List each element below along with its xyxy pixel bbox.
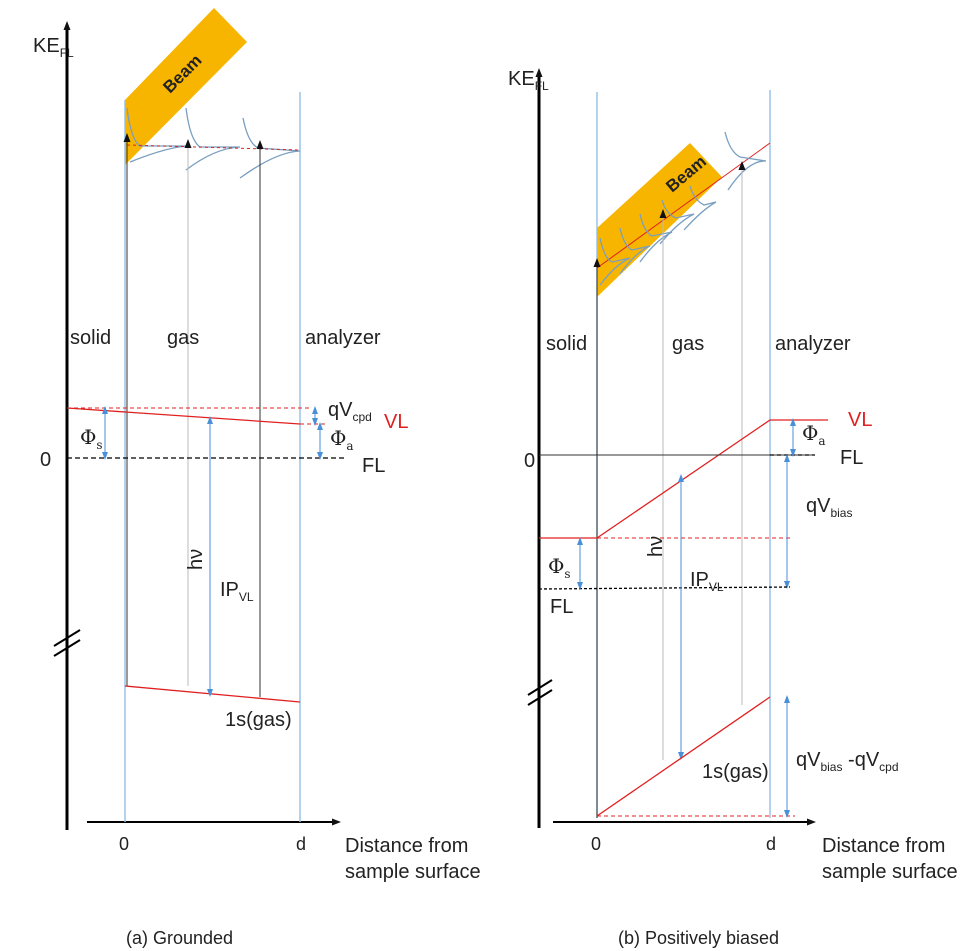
panel-a-gas-level-label: 1s(gas) xyxy=(225,709,292,731)
panel-b-qvdiff-label: qVbias -qVcpd xyxy=(796,749,899,774)
panel-b-gas-1s-level xyxy=(596,696,771,817)
panel-b-phi-s-label: Φs xyxy=(548,554,571,581)
panel-b-hv-label: hν xyxy=(645,536,667,557)
panel-b-region-analyzer: analyzer xyxy=(775,333,851,355)
panel-b-fl-label-right: FL xyxy=(840,447,863,469)
panel-b-x-tick-0: 0 xyxy=(591,834,601,854)
panel-b-sample-fermi-level xyxy=(538,586,791,590)
panel-b-phi-a-label: Φa xyxy=(802,421,826,448)
panel-a-y-axis-label: KEFL xyxy=(33,35,74,60)
panel-a-axis-break xyxy=(53,629,81,657)
panel-a-region-gas: gas xyxy=(167,327,199,349)
panel-a-x-tick-0: 0 xyxy=(119,834,129,854)
panel-b-x-tick-d: d xyxy=(766,834,776,854)
panel-b-positively-biased: KEFL 0 d Distance from sample surface Be… xyxy=(508,68,958,948)
panel-a-region-analyzer: analyzer xyxy=(305,327,381,349)
panel-a-phi-a-label: Φa xyxy=(330,426,354,453)
panel-b-region-solid: solid xyxy=(546,333,587,355)
panel-a-region-solid: solid xyxy=(70,327,111,349)
panel-a-x-axis-label-2: sample surface xyxy=(345,861,481,883)
panel-a-ip-label: IPVL xyxy=(220,579,254,604)
panel-b-gas-level-label: 1s(gas) xyxy=(702,761,769,783)
panel-a-gas-1s-level xyxy=(124,685,301,703)
panel-b-vl-label: VL xyxy=(848,409,872,431)
panel-b-vacuum-level xyxy=(539,419,828,539)
panel-a-caption: (a) Grounded xyxy=(126,928,233,948)
panel-a-fl-label: FL xyxy=(362,455,385,477)
panel-a-x-axis-label-1: Distance from xyxy=(345,835,468,857)
panel-b-ip-label: IPVL xyxy=(690,569,724,594)
panel-a-hv-label: hν xyxy=(185,549,207,570)
panel-b-fl-label-left: FL xyxy=(550,596,573,618)
panel-b-region-gas: gas xyxy=(672,333,704,355)
panel-b-caption: (b) Positively biased xyxy=(618,928,779,948)
panel-a-peak-dash xyxy=(126,144,301,151)
panel-b-y-axis-label: KEFL xyxy=(508,68,549,93)
panel-b-x-axis-label-1: Distance from xyxy=(822,835,945,857)
panel-b-axis-break xyxy=(527,679,553,706)
panel-a-x-tick-d: d xyxy=(296,834,306,854)
panel-b-x-axis-label-2: sample surface xyxy=(822,861,958,883)
panel-a-grounded: KEFL 0 d Distance from sample surface Be… xyxy=(33,8,481,948)
panel-a-phi-s-label: Φs xyxy=(80,425,103,452)
panel-a-beam xyxy=(125,8,247,165)
panel-b-zero-label: 0 xyxy=(524,450,535,472)
panel-b-photoelectron-peaks xyxy=(599,131,767,286)
panel-a-vl-label: VL xyxy=(384,411,408,433)
panel-a-zero-label: 0 xyxy=(40,449,51,471)
panel-a-vacuum-level xyxy=(66,407,301,425)
panel-b-qvbias-label: qVbias xyxy=(806,495,852,520)
panel-a-qvcpd-label: qVcpd xyxy=(328,399,372,424)
